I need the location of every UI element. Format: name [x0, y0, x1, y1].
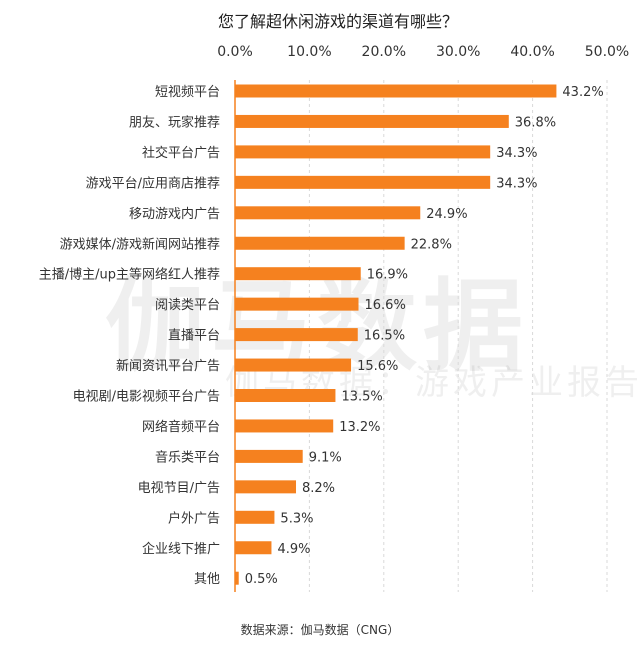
x-tick-label: 50.0%	[585, 44, 629, 60]
data-label: 5.3%	[280, 511, 313, 526]
data-label: 16.9%	[367, 268, 408, 283]
data-label: 16.6%	[365, 298, 406, 313]
x-tick-label: 20.0%	[362, 44, 406, 60]
category-label: 电视节目/广告	[138, 481, 220, 496]
category-label: 短视频平台	[155, 85, 220, 100]
bar	[235, 267, 361, 281]
bar	[235, 114, 509, 128]
data-label: 24.9%	[426, 207, 467, 222]
category-label: 游戏平台/应用商店推荐	[86, 175, 220, 191]
data-label: 36.8%	[515, 115, 556, 130]
source-note: 数据来源：伽马数据（CNG）	[240, 623, 400, 637]
bar	[235, 389, 336, 402]
category-label: 游戏媒体/游戏新闻网站推荐	[60, 236, 220, 252]
category-label: 其他	[194, 572, 220, 587]
category-label: 社交平台广告	[142, 145, 220, 161]
x-tick-label: 30.0%	[436, 44, 480, 60]
category-label: 直播平台	[168, 329, 220, 344]
bar	[235, 358, 352, 372]
data-label: 15.6%	[357, 359, 398, 374]
bar	[235, 480, 297, 494]
bar	[235, 84, 557, 98]
category-label: 阅读类平台	[155, 298, 220, 313]
data-label: 9.1%	[309, 450, 342, 465]
x-tick-label: 0.0%	[217, 44, 253, 60]
bar	[235, 541, 272, 555]
data-label: 4.9%	[277, 542, 310, 557]
data-label: 13.2%	[339, 420, 380, 435]
data-label: 13.5%	[341, 390, 382, 405]
x-tick-label: 10.0%	[287, 44, 331, 60]
bar	[235, 145, 491, 159]
data-label: 34.3%	[496, 146, 537, 161]
category-label: 网络音频平台	[142, 419, 220, 435]
category-label: 移动游戏内广告	[129, 206, 220, 222]
data-label: 43.2%	[562, 85, 603, 100]
bar	[235, 206, 421, 220]
bar	[235, 328, 358, 342]
data-label: 22.8%	[411, 237, 452, 252]
data-label: 0.5%	[245, 572, 278, 587]
data-label: 16.5%	[364, 329, 405, 344]
bar	[235, 449, 303, 463]
category-label: 企业线下推广	[142, 541, 220, 557]
bar	[235, 510, 275, 524]
data-label: 8.2%	[302, 481, 335, 496]
category-label: 音乐类平台	[155, 449, 220, 465]
bar	[235, 419, 334, 433]
category-label: 新闻资讯平台广告	[116, 358, 220, 374]
bar	[235, 571, 239, 585]
bar	[235, 297, 359, 311]
data-label: 34.3%	[496, 176, 537, 191]
category-label: 主播/博主/up主等网络红人推荐	[39, 267, 220, 283]
bar	[235, 236, 405, 250]
category-label: 电视剧/电影视频平台广告	[73, 390, 220, 405]
category-label: 户外广告	[168, 510, 220, 526]
category-label: 朋友、玩家推荐	[129, 114, 220, 130]
chart-title: 您了解超休闲游戏的渠道有哪些？	[217, 12, 458, 31]
bar	[235, 175, 491, 189]
x-tick-label: 40.0%	[510, 44, 554, 60]
